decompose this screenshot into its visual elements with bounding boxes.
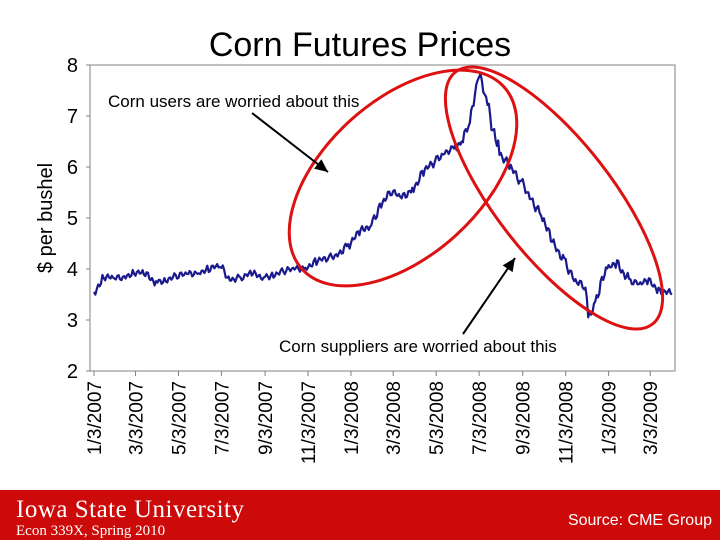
- x-tick-label: 7/3/2008: [470, 381, 491, 455]
- line-chart: 2 3 4 5 6 7 8 1/3/2007 3/3/2007 5/3/2007 7/3/2007…: [35, 55, 676, 464]
- x-tick-label: 5/3/2008: [427, 381, 448, 455]
- highlight-layer: [287, 65, 665, 331]
- x-tick-label: 3/3/2008: [384, 381, 405, 455]
- x-tick-label: 7/3/2007: [212, 381, 233, 455]
- source-label: Source: CME Group: [567, 512, 712, 529]
- annotation-suppliers-worried: Corn suppliers are worried about this: [279, 337, 557, 356]
- price-series-line: [93, 72, 673, 319]
- x-tick-label: 11/3/2007: [299, 381, 320, 464]
- y-tick-label: 4: [67, 259, 78, 281]
- x-axis: 1/3/2007 3/3/2007 5/3/2007 7/3/2007 9/3/2007…: [85, 371, 662, 464]
- plot-area: [89, 64, 676, 372]
- course-label: Econ 339X, Spring 2010: [16, 523, 166, 539]
- y-tick-label: 5: [67, 208, 78, 230]
- slide-title: Corn Futures Prices: [208, 26, 512, 64]
- y-tick-label: 6: [67, 157, 78, 179]
- x-tick-label: 3/3/2007: [127, 381, 148, 455]
- arrow-layer: [251, 112, 516, 335]
- x-tick-label: 9/3/2008: [514, 381, 535, 455]
- x-tick-label: 1/3/2007: [85, 381, 106, 455]
- x-tick-label: 1/3/2009: [600, 381, 621, 455]
- rising-prices-highlight: [287, 68, 519, 288]
- y-tick-label: 3: [67, 310, 78, 332]
- x-tick-label: 5/3/2007: [169, 381, 190, 455]
- footer-bar: Iowa State University Econ 339X, Spring …: [0, 490, 720, 540]
- y-axis: 2 3 4 5 6 7 8: [67, 55, 90, 383]
- y-tick-label: 7: [67, 106, 78, 128]
- x-tick-label: 9/3/2007: [256, 381, 277, 455]
- x-tick-label: 11/3/2008: [557, 381, 578, 464]
- arrow-to-rising-prices: [251, 112, 329, 173]
- falling-prices-highlight: [443, 65, 665, 331]
- y-tick-label: 8: [67, 55, 78, 77]
- x-tick-label: 1/3/2008: [342, 381, 363, 455]
- y-axis-label: $ per bushel: [35, 163, 57, 273]
- annotation-users-worried: Corn users are worried about this: [108, 92, 359, 111]
- x-tick-label: 3/3/2009: [641, 381, 662, 455]
- arrow-to-falling-prices: [462, 257, 516, 335]
- y-tick-label: 2: [67, 361, 78, 383]
- series-layer: [93, 72, 673, 319]
- university-logo: Iowa State University: [16, 496, 245, 523]
